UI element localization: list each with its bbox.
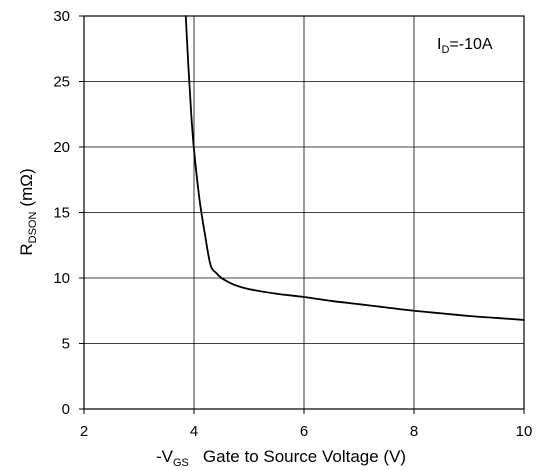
annotation-main: I xyxy=(437,36,441,53)
y-tick-label: 15 xyxy=(53,205,70,222)
tick-labels: 2 4 6 8 10 0 5 10 15 20 25 30 xyxy=(53,8,532,440)
x-tick-label: 10 xyxy=(516,423,533,440)
x-axis-title-text: Gate to Source Voltage (V) xyxy=(203,447,406,466)
y-axis-title-subscript: DSON xyxy=(27,212,39,244)
y-tick-label: 10 xyxy=(53,270,70,287)
x-axis-title-subscript: GS xyxy=(173,457,189,469)
y-tick-label: 5 xyxy=(62,336,70,353)
y-tick-label: 0 xyxy=(62,401,70,418)
plot-frame xyxy=(83,15,525,410)
x-axis-title: -VGS Gate to Source Voltage (V) xyxy=(156,447,406,469)
grid-lines xyxy=(79,15,525,414)
y-tick-label: 30 xyxy=(53,8,70,25)
x-tick-label: 2 xyxy=(80,423,88,440)
x-tick-label: 6 xyxy=(300,423,308,440)
y-axis-title-main: R xyxy=(17,243,36,255)
x-tick-label: 8 xyxy=(410,423,418,440)
series-layer xyxy=(184,15,525,321)
y-tick-label: 20 xyxy=(53,139,70,156)
y-tick-label: 25 xyxy=(53,74,70,91)
current-annotation: ID=-10A xyxy=(437,36,493,56)
series-line xyxy=(184,15,525,321)
y-axis-title-unit: (mΩ) xyxy=(17,168,36,206)
annotation-subscript: D xyxy=(441,44,449,56)
x-tick-label: 4 xyxy=(190,423,198,440)
x-axis-title-prefix: -V xyxy=(156,447,174,466)
annotation-value: =-10A xyxy=(449,36,492,53)
y-axis-title: RDSON (mΩ) xyxy=(17,168,39,255)
